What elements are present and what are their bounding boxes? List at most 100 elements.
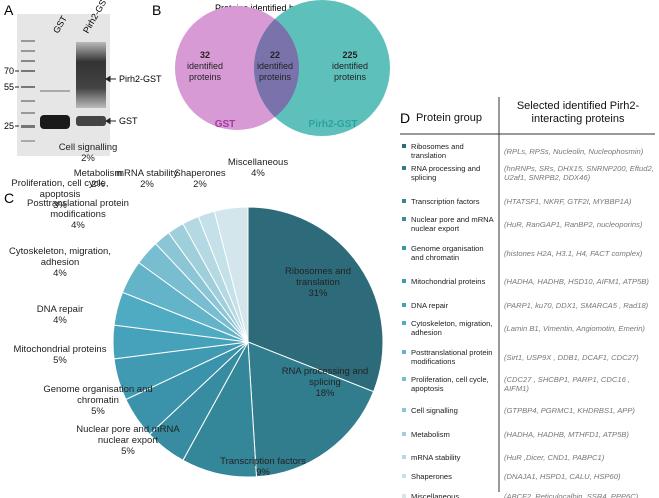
protein-group: Nuclear pore and mRNA nuclear export: [402, 215, 494, 233]
table-row: RNA processing and splicing (hnRNPs, SRs,…: [402, 164, 657, 182]
protein-list: (Lamin B1, Vimentin, Angiomotin, Emerin): [504, 323, 645, 333]
pie-label: Nuclear pore and mRNA nuclear export 5%: [63, 424, 193, 457]
venn-count-label: identified proteins: [256, 61, 294, 82]
protein-list: (histones H2A, H3.1, H4, FACT complex): [504, 248, 643, 258]
pie-label: Miscellaneous 4%: [223, 157, 293, 179]
pie-value-label: 4%: [53, 315, 67, 326]
protein-list: (Sirt1, USP9X , DDB1, DCAF1, CDC27): [504, 352, 639, 362]
pie-value-label: 9%: [256, 467, 270, 478]
pie-category: Nuclear pore and mRNA nuclear export: [76, 424, 180, 446]
pie-label: Metabolism 2%: [68, 168, 128, 190]
bullet: [402, 431, 406, 436]
protein-group-name: Metabolism: [411, 429, 450, 439]
venn-count-label: identified proteins: [186, 61, 224, 82]
protein-group: Shaperones: [402, 472, 494, 481]
protein-group: Posttranslational protein modifications: [402, 348, 494, 366]
protein-group-name: mRNA stability: [411, 452, 461, 462]
pie-category: Mitochondrial proteins: [13, 344, 107, 355]
band-arrows: [105, 75, 116, 125]
pie-label: DNA repair 4%: [20, 304, 100, 326]
marker-ticks: [15, 70, 19, 127]
pie-category: Ribosomes and translation: [284, 266, 351, 288]
table-header: Selected identified Pirh2-interacting pr…: [516, 100, 640, 125]
bullet: [402, 454, 406, 459]
pie-category: Genome organisation and chromatin: [43, 384, 153, 406]
protein-group-name: DNA repair: [411, 300, 449, 310]
bullet: [402, 198, 406, 203]
table-row: Cytoskeleton, migration, adhesion (Lamin …: [402, 319, 657, 337]
venn-title: Proteins identified by LC-MS/MS: [215, 3, 345, 13]
protein-group-name: Proliferation, cell cycle, apoptosis: [411, 375, 489, 393]
pie-value-label: 2%: [193, 179, 207, 190]
bullet: [402, 377, 406, 381]
pie-label: mRNA stability 2%: [112, 168, 182, 190]
venn-region: 32 identified proteins: [175, 50, 235, 83]
protein-list: (ABCF2, Reticulocalbin, SSR4, PPP6C): [504, 491, 639, 498]
pie-value-label: 3%: [53, 200, 67, 211]
gel-band: [40, 115, 70, 129]
protein-group-name: Posttranslational protein modifications: [411, 348, 493, 366]
bullet: [402, 278, 406, 283]
pie-category: Cell signalling: [58, 142, 118, 153]
bullet: [402, 246, 406, 250]
protein-list: (RPLs, RPSs, Nucleolin, Nucleophosmin): [504, 146, 644, 156]
table-row: Miscellaneous (ABCF2, Reticulocalbin, SSR…: [402, 487, 657, 498]
band-label: GST: [119, 116, 138, 126]
panel-letter: C: [4, 190, 14, 206]
pie-label: Genome organisation and chromatin 5%: [28, 384, 168, 417]
table-row: Posttranslational protein modifications (…: [402, 348, 657, 366]
gel-band: [76, 116, 106, 126]
pie-value-label: 4%: [251, 168, 265, 179]
protein-group: Genome organisation and chromatin: [402, 244, 494, 262]
bullet: [402, 302, 406, 307]
marker-label: 70: [4, 66, 14, 76]
bullet: [402, 166, 406, 170]
bullet: [402, 350, 406, 354]
venn-count-label: identified proteins: [331, 61, 369, 82]
pie-value-label: 2%: [140, 179, 154, 190]
protein-group: Cell signalling: [402, 406, 494, 415]
pie-category: Proliferation, cell cycle, apoptosis: [11, 178, 109, 200]
bullet: [402, 493, 406, 498]
table-header: Protein group: [415, 112, 483, 124]
venn-overlap: [254, 6, 299, 130]
protein-group: Ribosomes and translation: [402, 142, 494, 160]
pie-value-label: 2%: [81, 153, 95, 164]
gel-smear: [76, 42, 106, 108]
bullet: [402, 473, 406, 478]
pie-value-label: 5%: [53, 355, 67, 366]
table-row: Nuclear pore and mRNA nuclear export (HuR…: [402, 215, 657, 233]
pie-label: Shaperones 2%: [170, 168, 230, 190]
venn-region: 225 identified proteins: [320, 50, 380, 83]
protein-list: (HADHA, HADHB, HSD10, AIFM1, ATP5B): [504, 276, 649, 286]
pie-category: Transcription factors: [220, 456, 306, 467]
pie-slice: [247, 341, 375, 478]
protein-group: DNA repair: [402, 301, 494, 310]
protein-group: Proliferation, cell cycle, apoptosis: [402, 375, 494, 393]
marker-label: 25: [4, 121, 14, 131]
pie-label: Mitochondrial proteins 5%: [5, 344, 115, 366]
pie-label: Proliferation, cell cycle, apoptosis 3%: [0, 178, 130, 211]
venn-count: 225: [342, 50, 358, 60]
table-row: mRNA stability (HuR ,Dicer, CND1, PABPC1): [402, 448, 657, 466]
pie-category: RNA processing and splicing: [281, 366, 369, 388]
venn-count: 22: [269, 50, 280, 60]
protein-list: (HuR, RanGAP1, RanBP2, nucleoporins): [504, 219, 643, 229]
marker-label: 55: [4, 82, 14, 92]
protein-group: Miscellaneous: [402, 492, 494, 498]
pie-category: Cytoskeleton, migration, adhesion: [9, 246, 111, 268]
table-row: Transcription factors (HTATSF1, NKRF, GTF…: [402, 192, 657, 210]
pie-value-label: 4%: [71, 220, 85, 231]
protein-group-name: Transcription factors: [411, 196, 480, 206]
table-row: Shaperones (DNAJA1, HSPD1, CALU, HSP60): [402, 467, 657, 485]
protein-group-name: Miscellaneous: [411, 491, 460, 498]
ladder: [21, 40, 35, 142]
pie-category: DNA repair: [36, 304, 84, 315]
panel-letter: D: [400, 110, 410, 126]
pie-category: mRNA stability: [116, 168, 178, 179]
pie-value-label: 5%: [121, 446, 135, 457]
panel-letter: B: [152, 2, 161, 18]
pie-slice: [247, 206, 384, 393]
